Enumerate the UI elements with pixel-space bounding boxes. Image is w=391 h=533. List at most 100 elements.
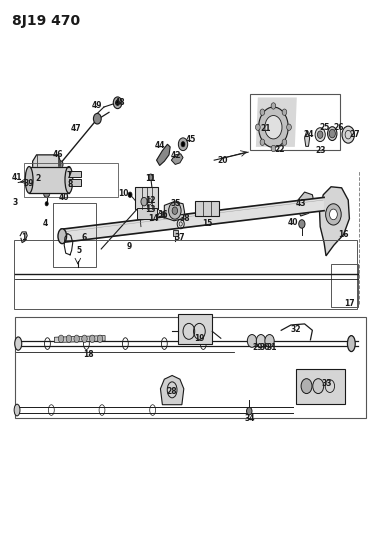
Text: 35: 35	[171, 199, 181, 208]
Polygon shape	[156, 144, 170, 165]
Polygon shape	[29, 166, 69, 193]
Ellipse shape	[328, 127, 337, 141]
Polygon shape	[319, 187, 350, 256]
Bar	[16, 317, 366, 418]
Text: 21: 21	[260, 124, 271, 133]
Text: 14: 14	[148, 214, 159, 223]
Text: 33: 33	[322, 379, 332, 388]
Circle shape	[271, 103, 276, 109]
Circle shape	[90, 335, 95, 343]
Text: 4: 4	[43, 220, 48, 229]
Text: 7: 7	[66, 171, 72, 180]
Circle shape	[326, 204, 341, 225]
Circle shape	[128, 192, 132, 197]
Bar	[296, 369, 345, 403]
Text: 3: 3	[13, 198, 18, 207]
Polygon shape	[54, 336, 105, 343]
Polygon shape	[160, 375, 184, 405]
Text: 29: 29	[253, 343, 263, 352]
Polygon shape	[305, 131, 310, 147]
Text: 45: 45	[186, 135, 196, 144]
Text: 44: 44	[155, 141, 166, 150]
Circle shape	[342, 126, 355, 143]
Text: 16: 16	[338, 230, 349, 239]
Text: 39: 39	[24, 179, 34, 188]
Text: 28: 28	[167, 387, 178, 396]
Ellipse shape	[25, 166, 33, 193]
Circle shape	[330, 209, 337, 220]
Circle shape	[282, 109, 287, 115]
Text: 26: 26	[334, 123, 344, 132]
Text: 13: 13	[145, 205, 156, 214]
Circle shape	[247, 407, 252, 415]
Text: 43: 43	[296, 199, 306, 208]
Circle shape	[299, 220, 305, 228]
Text: 47: 47	[71, 124, 81, 133]
Bar	[135, 187, 158, 209]
Text: 8: 8	[67, 180, 73, 189]
Text: 17: 17	[344, 299, 355, 308]
Text: 38: 38	[180, 214, 190, 223]
Text: 41: 41	[12, 173, 22, 182]
Circle shape	[43, 189, 50, 197]
Bar	[24, 163, 118, 197]
Circle shape	[248, 335, 256, 348]
Circle shape	[141, 197, 147, 206]
Circle shape	[116, 100, 120, 106]
Text: 9: 9	[127, 242, 132, 251]
Text: 24: 24	[303, 130, 314, 139]
Bar	[178, 314, 212, 344]
Circle shape	[256, 335, 265, 348]
Text: 23: 23	[315, 146, 325, 155]
Ellipse shape	[65, 166, 73, 193]
Circle shape	[258, 107, 288, 148]
Text: 2: 2	[35, 174, 40, 183]
Bar	[137, 208, 156, 219]
Text: 5: 5	[76, 246, 81, 255]
Circle shape	[172, 207, 178, 214]
Text: 31: 31	[267, 343, 278, 352]
Polygon shape	[256, 98, 297, 147]
Circle shape	[74, 335, 79, 343]
Bar	[14, 240, 357, 309]
Circle shape	[271, 146, 276, 152]
Circle shape	[260, 109, 265, 115]
Text: 49: 49	[92, 101, 102, 110]
Text: 6: 6	[82, 233, 87, 242]
Circle shape	[169, 202, 181, 219]
Circle shape	[265, 116, 282, 139]
Circle shape	[313, 378, 324, 393]
Text: 32: 32	[291, 325, 301, 334]
Circle shape	[93, 114, 101, 124]
Circle shape	[97, 335, 103, 343]
Circle shape	[315, 128, 325, 142]
Polygon shape	[62, 197, 323, 243]
Bar	[250, 94, 340, 150]
Circle shape	[265, 335, 274, 348]
Bar	[196, 201, 219, 216]
Circle shape	[287, 124, 291, 131]
Circle shape	[317, 131, 323, 139]
Circle shape	[260, 139, 265, 146]
Text: 10: 10	[118, 189, 129, 198]
Text: 34: 34	[245, 414, 255, 423]
Ellipse shape	[15, 337, 22, 350]
Polygon shape	[164, 201, 185, 221]
Bar	[172, 230, 178, 236]
Ellipse shape	[348, 336, 355, 352]
Text: 20: 20	[217, 156, 228, 165]
Text: 40: 40	[288, 219, 298, 228]
Circle shape	[255, 124, 260, 131]
Circle shape	[113, 97, 122, 109]
Bar	[69, 171, 81, 177]
Circle shape	[57, 161, 63, 168]
Circle shape	[178, 138, 188, 151]
Ellipse shape	[14, 404, 20, 416]
Ellipse shape	[58, 229, 66, 244]
Circle shape	[301, 378, 312, 393]
Text: 27: 27	[349, 130, 360, 139]
Text: 46: 46	[53, 150, 64, 159]
Text: 40: 40	[59, 193, 70, 202]
Text: 42: 42	[171, 151, 181, 160]
Text: 19: 19	[194, 334, 204, 343]
